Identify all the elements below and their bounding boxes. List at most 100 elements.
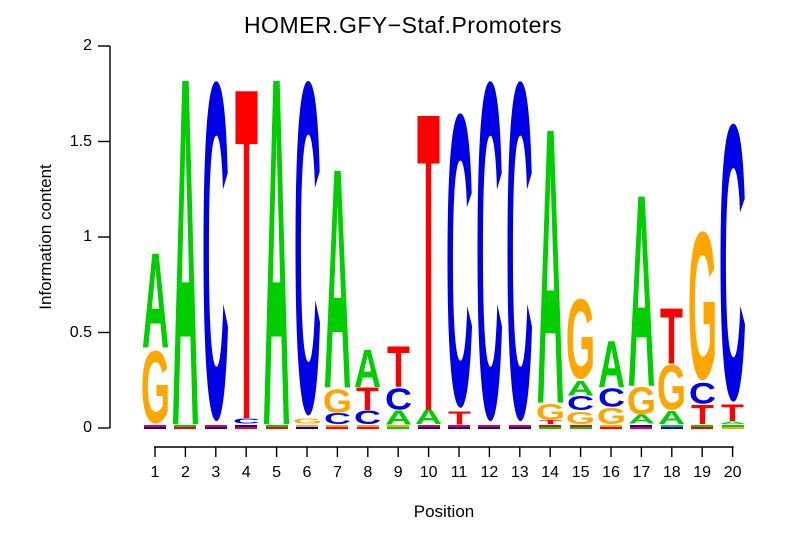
svg-text:C: C [689,377,716,410]
svg-text:A: A [537,46,564,487]
x-tick-label: 8 [363,464,373,481]
logo-letter-G-pos15: G [566,276,595,402]
svg-text:G: G [566,408,595,428]
residual-dash [174,425,197,427]
logo-letter-T-pos9: T [387,334,410,400]
svg-text:G: G [566,276,595,402]
svg-text:T: T [417,24,440,500]
svg-text:A: A [263,0,290,530]
logo-letter-G-pos16: G [596,403,625,429]
logo-letter-G-pos7: G [323,382,352,420]
residual-dash [600,427,622,429]
x-tick-label: 19 [693,464,712,481]
x-tick-label: 11 [450,464,468,481]
svg-text:A: A [415,406,442,429]
residual-dash [204,425,227,427]
logo-letter-A-pos17: A [628,138,655,445]
svg-text:T: T [721,400,744,427]
residual-dash [630,425,653,427]
residual-dash [569,425,592,427]
x-tick-label: 5 [272,464,282,481]
logo-letter-C-pos15: C [567,393,594,415]
x-tick-label: 7 [332,464,342,481]
svg-text:C: C [567,393,594,415]
logo-letter-C-pos3: C [202,0,229,519]
svg-text:T: T [539,419,563,426]
residual-dash [569,427,592,429]
logo-letter-A-pos15: A [567,376,594,400]
svg-text:A: A [628,138,655,445]
logo-letter-T-pos11: T [448,408,471,429]
logo-letter-G-pos15: G [566,408,595,428]
residual-dash [600,425,622,427]
x-tick-label: 17 [632,464,651,481]
svg-text:G: G [323,382,352,420]
logo-letter-C-pos6: C [293,0,320,512]
residual-dash [387,425,410,427]
logo-letter-T-pos8: T [356,381,379,417]
svg-text:A: A [658,408,685,428]
logo-letter-G-pos18: G [657,353,686,425]
svg-text:C: C [445,28,472,493]
logo-letter-G-pos19: G [688,189,717,424]
logo-letter-A-pos14: A [537,46,564,487]
logo-letter-C-pos8: C [354,407,381,428]
logo-letter-C-pos11: C [445,28,472,493]
x-tick-label: 3 [211,464,221,481]
residual-dash [508,425,531,427]
logo-letter-C-pos19: C [689,377,716,410]
logo-letter-A-pos2: A [172,0,199,530]
svg-text:C: C [506,0,533,519]
x-tick-label: 16 [602,464,620,481]
logo-letter-C-pos9: C [385,382,412,416]
residual-dash [448,425,470,427]
logo-letter-A-pos20: A [719,420,746,424]
y-tick-label: 1 [83,228,92,245]
residual-dash [448,427,470,429]
logo-letter-C-pos20: C [719,43,746,482]
residual-dash [630,427,653,429]
logo-letter-A-pos10: A [415,406,442,429]
svg-text:C: C [719,43,746,482]
svg-text:G: G [596,403,625,429]
residual-dash [235,427,258,429]
svg-text:A: A [719,420,746,424]
x-tick-label: 6 [302,464,312,481]
residual-dash [265,427,288,429]
logo-letter-C-pos4: C [233,417,260,426]
svg-text:T: T [235,0,258,520]
residual-dash [326,427,349,429]
residual-dash [691,427,714,429]
logo-letter-A-pos18: A [658,408,685,428]
y-tick-label: 0 [83,419,92,436]
logo-letter-C-pos7: C [324,410,351,427]
svg-text:A: A [354,338,381,398]
residual-dash [539,425,562,427]
residual-dash [660,427,683,429]
logo-letter-T-pos4: T [235,0,258,520]
residual-dash [539,427,562,429]
logo-letter-A-pos9: A [385,407,412,429]
svg-text:C: C [476,0,503,519]
svg-text:A: A [172,0,199,530]
residual-dash [478,425,501,427]
x-axis-label: Position [413,502,475,521]
residual-dash [296,427,318,429]
logo-letter-G-pos6: G [292,417,321,426]
svg-text:C: C [354,407,381,428]
logo-letter-G-pos17: G [627,380,656,423]
residual-dash [235,425,258,427]
svg-text:C: C [324,410,351,427]
svg-text:C: C [202,0,229,519]
residual-dash [144,425,166,427]
x-tick-label: 1 [150,464,160,481]
logo-letter-G-pos14: G [536,399,565,425]
x-tick-label: 2 [180,464,190,481]
logo-letter-A-pos17: A [628,412,655,427]
svg-text:C: C [597,383,624,412]
chart-title: HOMER.GFY−Staf.Promoters [243,12,563,38]
logo-letter-T-pos10: T [417,24,440,500]
svg-text:G: G [536,399,565,425]
logo-letter-C-pos16: C [597,383,624,412]
